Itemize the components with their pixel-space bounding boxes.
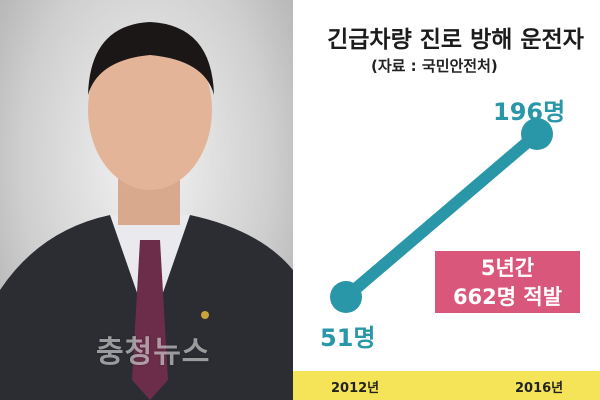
watermark: 충청뉴스 <box>96 335 211 370</box>
plot-area <box>330 118 553 313</box>
series-line <box>342 129 541 302</box>
chart-title: 긴급차량 진로 방해 운전자 <box>327 27 584 53</box>
portrait-illustration <box>0 22 293 400</box>
data-point <box>521 118 553 150</box>
portrait-photo: 충청뉴스 <box>0 0 293 400</box>
x-tick-label: 2016년 <box>515 381 564 396</box>
callout-box: 5년간 662명 적발 <box>435 251 580 313</box>
chart-panel: 긴급차량 진로 방해 운전자 (자료 : 국민안전처) 2012년 2016년 … <box>293 0 600 400</box>
x-tick-label: 2012년 <box>331 381 380 396</box>
x-axis-band <box>293 371 600 400</box>
data-point <box>330 281 362 313</box>
callout-line: 5년간 <box>480 256 535 280</box>
data-label: 196명 <box>493 98 566 126</box>
data-label: 51명 <box>320 324 376 352</box>
chart-source: (자료 : 국민안전처) <box>371 57 498 75</box>
callout-line: 662명 적발 <box>452 285 563 309</box>
